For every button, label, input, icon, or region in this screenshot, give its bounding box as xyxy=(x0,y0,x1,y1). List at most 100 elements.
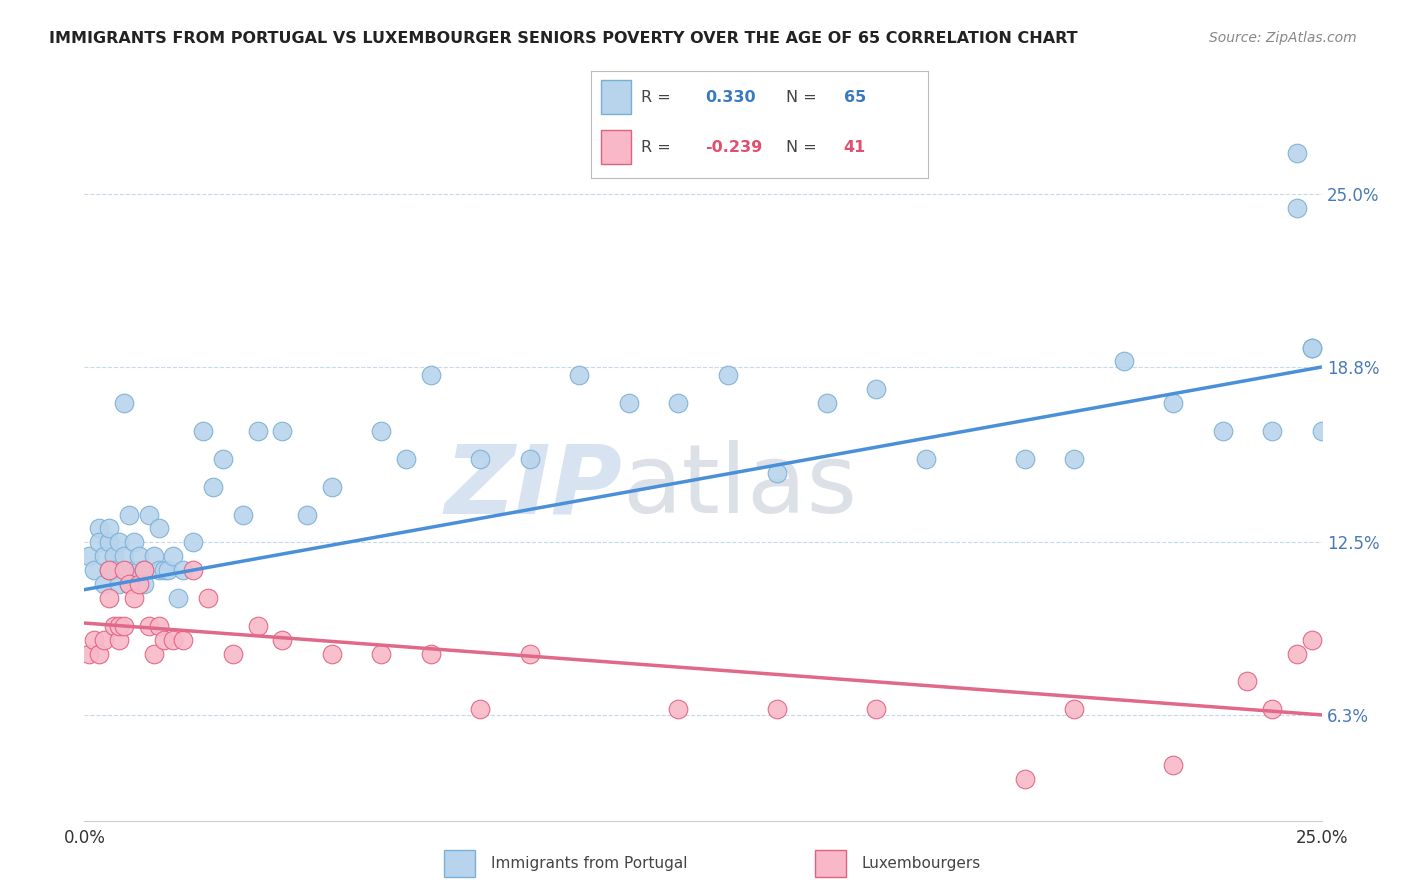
Text: Immigrants from Portugal: Immigrants from Portugal xyxy=(491,855,688,871)
Point xyxy=(98,563,121,577)
Point xyxy=(914,451,936,466)
Point xyxy=(93,632,115,647)
Point xyxy=(128,549,150,564)
Point xyxy=(83,632,105,647)
Point xyxy=(202,480,225,494)
Point xyxy=(132,563,155,577)
Point xyxy=(98,521,121,535)
Point xyxy=(98,535,121,549)
Point xyxy=(172,563,194,577)
Text: IMMIGRANTS FROM PORTUGAL VS LUXEMBOURGER SENIORS POVERTY OVER THE AGE OF 65 CORR: IMMIGRANTS FROM PORTUGAL VS LUXEMBOURGER… xyxy=(49,31,1078,46)
Point xyxy=(93,549,115,564)
Point xyxy=(118,577,141,591)
Point xyxy=(148,521,170,535)
Text: N =: N = xyxy=(786,89,817,104)
Point xyxy=(1161,396,1184,410)
Point xyxy=(128,563,150,577)
Point xyxy=(321,647,343,661)
Text: R =: R = xyxy=(641,140,671,155)
Point xyxy=(1063,702,1085,716)
Point xyxy=(1014,451,1036,466)
Point xyxy=(1236,674,1258,689)
Point xyxy=(83,563,105,577)
Text: Luxembourgers: Luxembourgers xyxy=(862,855,981,871)
Point xyxy=(370,424,392,438)
Point xyxy=(89,535,111,549)
Point xyxy=(222,647,245,661)
Point xyxy=(568,368,591,383)
Point xyxy=(1301,341,1323,355)
Point xyxy=(617,396,640,410)
Point xyxy=(1301,341,1323,355)
Point xyxy=(865,382,887,396)
Point xyxy=(419,647,441,661)
Text: N =: N = xyxy=(786,140,817,155)
Point xyxy=(132,563,155,577)
Bar xyxy=(600,80,631,114)
Point xyxy=(118,577,141,591)
Point xyxy=(1310,424,1333,438)
Bar xyxy=(600,130,631,164)
Point xyxy=(1112,354,1135,368)
Point xyxy=(295,508,318,522)
Text: ZIP: ZIP xyxy=(444,440,623,533)
Point xyxy=(152,563,174,577)
Point xyxy=(717,368,740,383)
Point xyxy=(79,647,101,661)
Point xyxy=(138,508,160,522)
Point xyxy=(98,563,121,577)
Point xyxy=(148,619,170,633)
Text: 65: 65 xyxy=(844,89,866,104)
Point xyxy=(162,632,184,647)
Point xyxy=(181,535,204,549)
Point xyxy=(271,424,294,438)
Point xyxy=(1261,702,1284,716)
Point xyxy=(766,702,789,716)
Point xyxy=(1161,758,1184,772)
Point xyxy=(519,451,541,466)
Point xyxy=(103,549,125,564)
Point xyxy=(112,549,135,564)
Point xyxy=(108,577,131,591)
Point xyxy=(246,424,269,438)
Text: 41: 41 xyxy=(844,140,866,155)
Text: R =: R = xyxy=(641,89,671,104)
Point xyxy=(1212,424,1234,438)
Point xyxy=(815,396,838,410)
Bar xyxy=(444,850,475,877)
Point xyxy=(395,451,418,466)
Point xyxy=(157,563,180,577)
Point xyxy=(271,632,294,647)
Point xyxy=(108,619,131,633)
Point xyxy=(191,424,214,438)
Point xyxy=(212,451,235,466)
Point xyxy=(122,591,145,605)
Point xyxy=(122,535,145,549)
Point xyxy=(132,577,155,591)
Point xyxy=(666,396,689,410)
Point xyxy=(1285,647,1308,661)
Point xyxy=(1285,145,1308,160)
Point xyxy=(766,466,789,480)
Point xyxy=(112,396,135,410)
Point xyxy=(1301,632,1323,647)
Text: atlas: atlas xyxy=(623,440,858,533)
Point xyxy=(666,702,689,716)
Point xyxy=(197,591,219,605)
Point xyxy=(321,480,343,494)
Point xyxy=(1261,424,1284,438)
Point xyxy=(128,577,150,591)
Point xyxy=(181,563,204,577)
Text: Source: ZipAtlas.com: Source: ZipAtlas.com xyxy=(1209,31,1357,45)
Point xyxy=(98,591,121,605)
Point xyxy=(138,619,160,633)
Point xyxy=(103,563,125,577)
Point xyxy=(108,535,131,549)
Bar xyxy=(815,850,846,877)
Point xyxy=(162,549,184,564)
Point xyxy=(93,577,115,591)
Text: 0.330: 0.330 xyxy=(706,89,756,104)
Point xyxy=(470,702,492,716)
Point xyxy=(148,563,170,577)
Point xyxy=(89,647,111,661)
